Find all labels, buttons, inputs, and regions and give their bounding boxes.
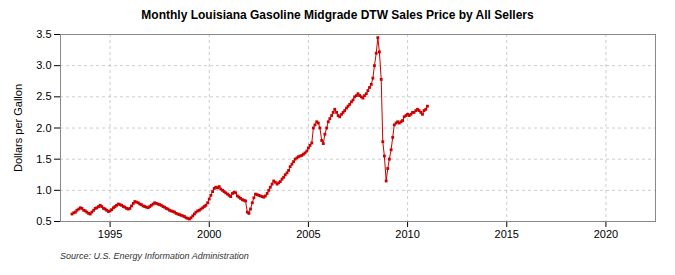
svg-text:1995: 1995 (98, 228, 122, 240)
svg-text:2000: 2000 (197, 228, 221, 240)
svg-text:3.0: 3.0 (36, 59, 51, 71)
svg-text:1.5: 1.5 (36, 153, 51, 165)
svg-text:2015: 2015 (495, 228, 519, 240)
svg-text:Dollars per Gallon: Dollars per Gallon (12, 84, 24, 172)
svg-text:2.5: 2.5 (36, 90, 51, 102)
svg-text:2005: 2005 (296, 228, 320, 240)
svg-text:2010: 2010 (395, 228, 419, 240)
svg-text:0.5: 0.5 (36, 215, 51, 227)
html-text:Source: U.S. Energy Informatio: Source: U.S. Energy Information Administ… (60, 251, 249, 261)
svg-text:1.0: 1.0 (36, 184, 51, 196)
svg-text:2020: 2020 (594, 228, 618, 240)
html-text:Monthly Louisiana Gasoline Mid: Monthly Louisiana Gasoline Midgrade DTW … (141, 8, 534, 22)
svg-text:3.5: 3.5 (36, 28, 51, 40)
svg-text:2.0: 2.0 (36, 122, 51, 134)
